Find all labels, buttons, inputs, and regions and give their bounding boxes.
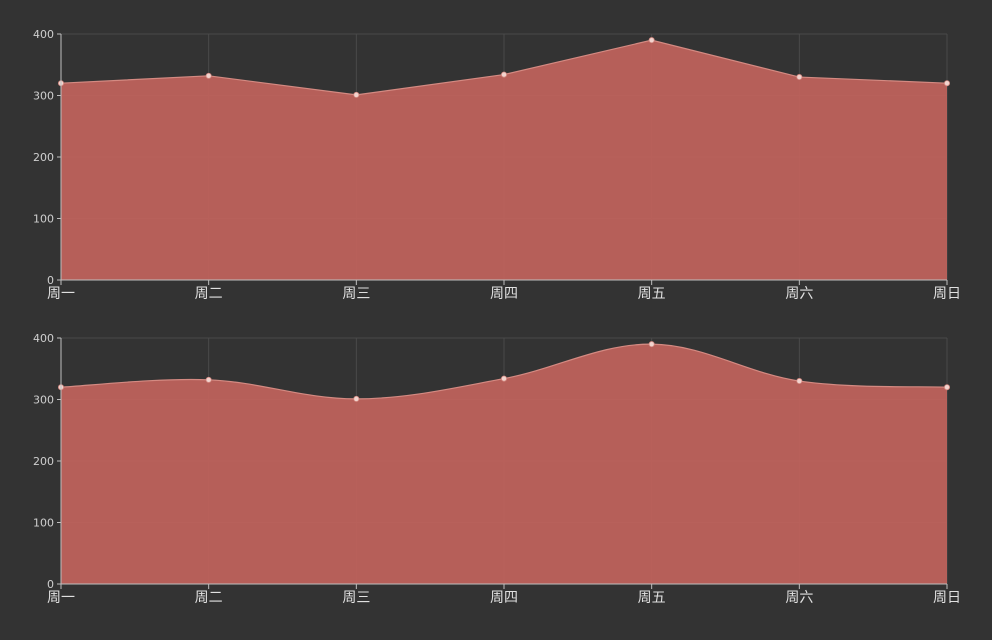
series-area <box>61 344 947 584</box>
x-tick-label: 周六 <box>785 590 813 606</box>
x-tick-label: 周一 <box>47 590 75 606</box>
x-tick-label: 周五 <box>638 590 666 606</box>
y-tick-label: 0 <box>47 578 54 591</box>
y-tick-label: 0 <box>47 274 54 287</box>
data-point <box>796 74 803 81</box>
y-tick-label: 400 <box>33 332 54 345</box>
y-tick-label: 300 <box>33 90 54 103</box>
x-tick-label: 周二 <box>195 590 223 606</box>
chart-2: 0 100 200 300 400 周一 周二 周三 周四 周五 周六 周日 <box>33 332 961 606</box>
data-point <box>353 395 360 402</box>
chart-1: 0 100 200 300 400 周一 周二 周三 周四 周五 周六 周日 <box>33 28 961 302</box>
data-point <box>500 375 507 382</box>
x-tick-label: 周一 <box>47 286 75 302</box>
data-point <box>944 80 951 87</box>
data-point <box>648 341 655 348</box>
x-tick-label: 周日 <box>933 286 961 302</box>
x-tick-label: 周日 <box>933 590 961 606</box>
x-tick-label: 周二 <box>195 286 223 302</box>
y-tick-label: 300 <box>33 394 54 407</box>
x-tick-label: 周三 <box>342 590 370 606</box>
x-tick-label: 周四 <box>490 590 518 606</box>
series-area <box>61 40 947 281</box>
y-tick-label: 400 <box>33 28 54 41</box>
data-point <box>205 72 212 79</box>
data-point <box>796 378 803 385</box>
y-tick-label: 100 <box>33 213 54 226</box>
x-tick-label: 周三 <box>342 286 370 302</box>
data-point <box>353 91 360 98</box>
y-tick-label: 200 <box>33 455 54 468</box>
x-tick-label: 周五 <box>638 286 666 302</box>
x-tick-label: 周六 <box>785 286 813 302</box>
x-tick-label: 周四 <box>490 286 518 302</box>
data-point <box>205 376 212 383</box>
data-point <box>648 37 655 44</box>
data-point <box>500 71 507 78</box>
y-tick-label: 100 <box>33 517 54 530</box>
y-tick-label: 200 <box>33 151 54 164</box>
data-point <box>944 384 951 391</box>
